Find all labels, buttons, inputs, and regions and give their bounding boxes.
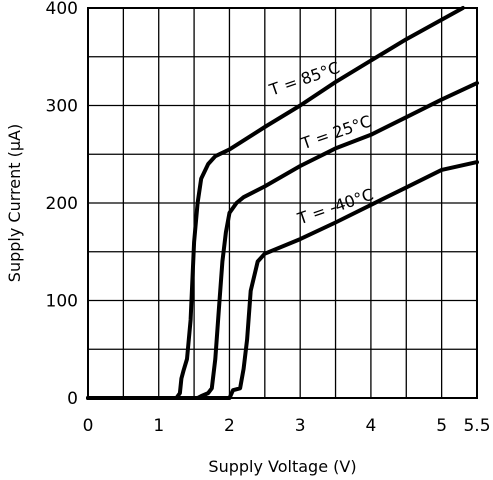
x-tick-label: 1 [153, 416, 164, 436]
grid [88, 8, 477, 398]
y-tick-label: 0 [67, 389, 78, 409]
x-tick-label: 3 [295, 416, 306, 436]
series-layer [86, 6, 479, 400]
y-tick-label: 300 [46, 97, 78, 117]
x-tick-label: 5 [436, 416, 447, 436]
x-tick-labels: 0 1 2 3 4 5 5.5 [83, 416, 491, 436]
y-tick-label: 100 [46, 292, 78, 312]
plot-frame [87, 7, 478, 399]
series-line [86, 81, 479, 400]
x-tick-label: 0 [83, 416, 94, 436]
series-label: T = 85°C [266, 58, 342, 100]
x-axis-label: Supply Voltage (V) [208, 457, 356, 476]
y-tick-label: 400 [46, 0, 78, 19]
series-line [86, 6, 465, 400]
y-tick-label: 200 [46, 194, 78, 214]
x-tick-label: 5.5 [463, 416, 490, 436]
y-tick-labels: 0 100 200 300 400 [46, 0, 78, 409]
y-axis-label: Supply Current (μA) [5, 124, 24, 282]
series-line [86, 160, 479, 400]
x-tick-label: 4 [365, 416, 376, 436]
x-tick-label: 2 [224, 416, 235, 436]
